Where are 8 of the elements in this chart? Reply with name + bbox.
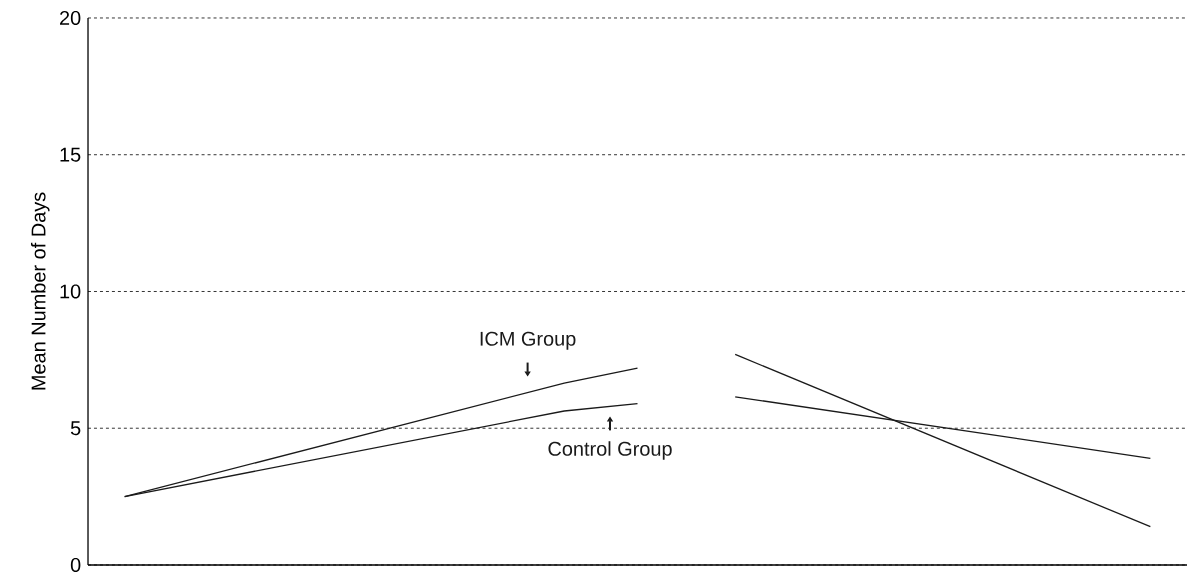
y-axis-title: Mean Number of Days: [30, 192, 50, 390]
y-tick-label: 0: [70, 557, 81, 573]
legend-label: Control Group: [548, 441, 672, 460]
y-tick-label: 15: [60, 147, 81, 162]
series-label: ICM Group: [480, 331, 576, 350]
y-tick-label: 20: [60, 10, 81, 26]
y-tick-label: 5: [70, 421, 81, 436]
y-tick-label: 10: [60, 284, 81, 299]
